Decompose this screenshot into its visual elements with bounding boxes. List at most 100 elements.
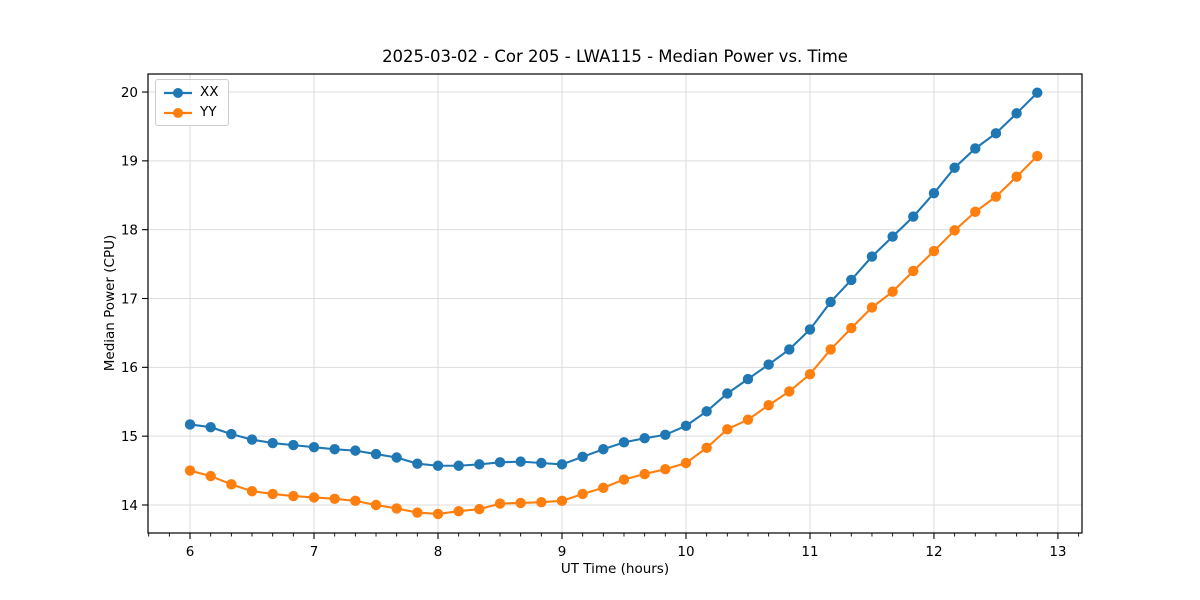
data-point-xx [412,458,423,469]
data-point-xx [474,459,485,470]
data-point-yy [928,245,940,257]
data-point-yy [639,468,650,480]
data-point-yy [536,497,547,508]
xx-line-marker-icon [164,87,192,98]
data-point-xx [742,373,754,385]
series-line-yy [189,155,1039,515]
data-point-xx [722,388,733,399]
legend-label-xx: XX [200,84,219,100]
data-point-yy [432,508,444,520]
data-point-xx [618,437,630,448]
data-point-yy [970,206,981,217]
data-point-xx [804,324,816,335]
data-point-yy [453,505,464,517]
data-point-yy [680,457,692,469]
data-point-xx [515,456,526,467]
data-point-yy [205,470,216,482]
data-point-yy [184,465,196,476]
data-point-xx [866,251,878,262]
plot-border [147,73,1083,534]
data-point-yy [329,493,340,504]
data-point-yy [577,488,588,500]
data-point-yy [990,191,1002,202]
data-point-xx [825,296,836,308]
data-point-yy [288,490,299,502]
data-point-yy [618,474,630,485]
data-point-xx [1032,87,1043,98]
data-point-xx [660,429,671,440]
x-tick-label-8: 8 [434,544,443,560]
data-point-xx [639,433,650,444]
data-point-xx [246,434,258,445]
data-point-xx [184,419,196,430]
y-tick-label-18: 18 [121,222,138,238]
data-point-xx [350,445,361,456]
data-point-yy [825,344,836,355]
data-point-xx [763,359,774,370]
data-point-xx [226,428,237,440]
x-tick-label-11: 11 [801,544,818,560]
data-point-yy [370,499,382,511]
data-point-xx [494,457,506,468]
data-point-yy [846,322,857,334]
y-tick-label-19: 19 [121,154,138,170]
data-point-xx [680,420,692,432]
data-point-xx [1011,108,1022,119]
data-point-xx [990,128,1002,139]
x-tick-label-7: 7 [310,544,319,560]
data-point-xx [391,452,402,463]
x-tick-label-12: 12 [925,544,942,560]
data-point-yy [494,498,506,509]
data-point-xx [784,344,795,355]
data-point-yy [722,424,733,435]
data-point-yy [866,302,878,313]
data-point-xx [908,211,919,222]
y-tick-label-15: 15 [121,429,138,445]
y-tick-label-16: 16 [121,360,138,376]
data-point-xx [577,451,588,463]
data-point-yy [515,497,526,509]
data-point-xx [598,444,609,455]
x-tick-label-9: 9 [558,544,567,560]
data-point-yy [804,369,816,380]
y-tick-label-20: 20 [121,85,138,101]
data-point-yy [246,486,258,497]
y-tick-label-14: 14 [121,498,138,514]
y-tick-label-17: 17 [121,291,138,307]
data-point-yy [908,265,919,277]
data-point-yy [701,442,712,454]
data-point-xx [267,437,278,449]
data-point-yy [949,225,960,236]
data-point-yy [474,503,485,515]
data-point-yy [763,399,774,411]
data-point-xx [970,143,981,154]
data-point-xx [329,444,340,455]
legend-item-yy: YY [163,104,219,121]
y-axis-label: Median Power (CPU) [102,234,118,372]
series-line-xx [189,91,1039,467]
data-point-xx [370,448,382,460]
data-point-xx [887,231,898,242]
data-point-yy [742,414,754,425]
yy-line-marker-icon [164,107,192,118]
data-point-yy [308,492,320,503]
data-point-yy [226,479,237,490]
legend-item-xx: XX [163,84,219,101]
data-point-yy [1011,171,1022,182]
data-point-xx [701,406,712,417]
data-point-yy [556,495,568,507]
data-point-xx [453,460,464,471]
data-point-xx [928,188,940,199]
data-point-xx [846,274,857,286]
legend-label-yy: YY [200,104,217,120]
data-point-xx [205,422,216,433]
data-point-yy [350,495,361,507]
chart-title: 2025-03-02 - Cor 205 - LWA115 - Median P… [382,47,848,66]
data-point-xx [556,459,568,470]
data-point-yy [412,507,423,518]
x-tick-label-6: 6 [186,544,195,560]
data-point-xx [432,460,444,471]
x-tick-label-13: 13 [1049,544,1066,560]
